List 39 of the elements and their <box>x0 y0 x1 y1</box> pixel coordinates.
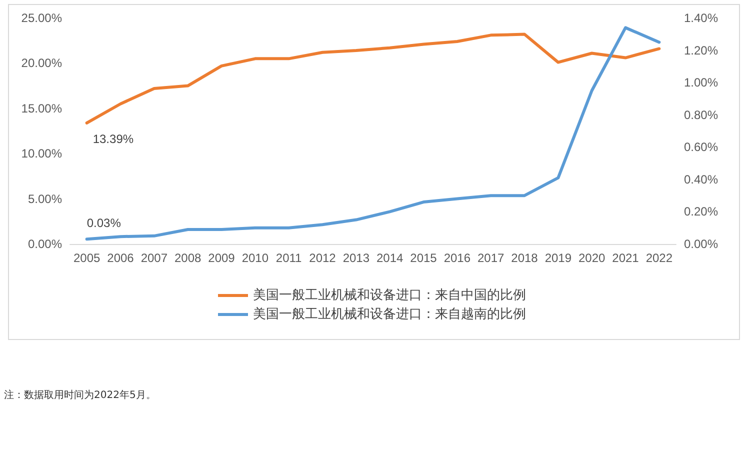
y-tick-label: 5.00% <box>28 192 62 206</box>
y-tick-label: 0.00% <box>28 237 62 251</box>
y-tick-label: 15.00% <box>21 101 62 116</box>
y2-tick-label: 0.80% <box>684 108 718 122</box>
x-tick-label: 2015 <box>410 251 438 265</box>
x-tick-label: 2005 <box>73 251 101 265</box>
x-tick-label: 2014 <box>376 251 404 265</box>
x-tick-label: 2010 <box>242 251 269 265</box>
y2-tick-label: 1.40% <box>684 11 718 25</box>
legend-label: 美国一般工业机械和设备进口：来自越南的比例 <box>253 306 526 322</box>
x-tick-label: 2022 <box>646 251 673 265</box>
y2-tick-label: 1.20% <box>684 43 718 58</box>
y2-tick-label: 0.00% <box>684 237 718 251</box>
x-tick-label: 2019 <box>544 251 572 265</box>
x-tick-label: 2012 <box>309 251 336 265</box>
data-label: 0.03% <box>86 216 122 230</box>
x-tick-label: 2006 <box>107 251 134 265</box>
x-tick-label: 2016 <box>444 251 471 265</box>
y2-tick-label: 0.60% <box>684 140 718 154</box>
x-tick-label: 2018 <box>511 251 538 265</box>
y2-tick-label: 0.20% <box>684 204 718 219</box>
y-tick-label: 25.00% <box>21 11 62 25</box>
text: 注：数据取用时间为2022年5月。 <box>4 388 156 402</box>
x-tick-label: 2021 <box>612 251 640 265</box>
x-tick-label: 2013 <box>342 251 370 265</box>
legend-label: 美国一般工业机械和设备进口：来自中国的比例 <box>253 287 526 303</box>
x-tick-label: 2011 <box>276 251 302 265</box>
line-series <box>85 26 661 241</box>
data-label: 13.39% <box>92 132 134 146</box>
y2-tick-label: 1.00% <box>684 76 718 90</box>
y-tick-label: 10.00% <box>21 146 62 161</box>
x-tick-label: 2009 <box>208 251 236 265</box>
x-tick-label: 2020 <box>578 251 606 265</box>
x-tick-label: 2007 <box>140 251 168 265</box>
x-tick-label: 2008 <box>174 251 202 265</box>
y-tick-label: 20.00% <box>21 56 62 70</box>
y2-tick-label: 0.40% <box>684 172 718 186</box>
x-tick-label: 2017 <box>477 251 505 265</box>
line-series <box>85 32 661 124</box>
